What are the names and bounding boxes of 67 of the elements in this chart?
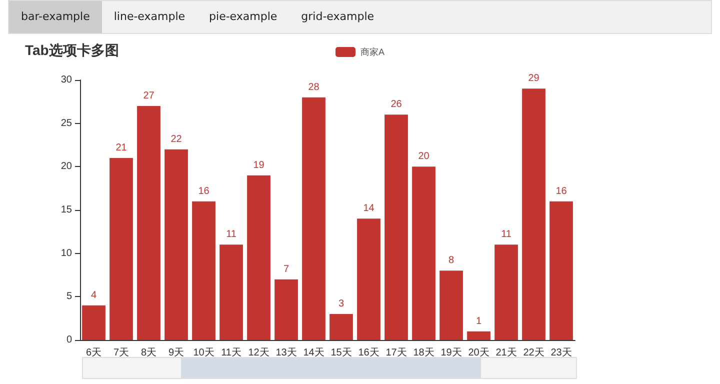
- data-label: 22: [170, 134, 182, 145]
- data-label: 16: [198, 186, 210, 197]
- data-label: 14: [363, 203, 375, 214]
- bar: [110, 158, 133, 340]
- bar: [550, 201, 573, 340]
- y-tick-label: 0: [66, 334, 72, 346]
- text: line-example: [112, 9, 186, 25]
- data-label: 8: [448, 255, 454, 266]
- bar: [467, 331, 490, 340]
- bar: [137, 106, 160, 340]
- bar: [357, 218, 380, 340]
- data-label: 20: [418, 151, 430, 162]
- x-tick-label: 18天: [413, 348, 434, 358]
- data-label: 4: [90, 290, 97, 301]
- legend-label: 商家A: [360, 47, 385, 57]
- bar: [247, 175, 270, 340]
- data-label: 11: [501, 229, 512, 240]
- bar: [522, 88, 546, 340]
- x-tick-label: 11天: [221, 348, 242, 358]
- data-label: 21: [116, 142, 128, 154]
- text: grid-example: [300, 9, 376, 25]
- x-tick-label: 23天: [550, 348, 572, 358]
- bar: [82, 305, 106, 340]
- x-tick-label: 13天: [276, 348, 297, 358]
- y-tick-label: 30: [60, 74, 72, 86]
- x-tick-label: 22天: [523, 348, 544, 358]
- y-tick-label: 20: [60, 161, 72, 172]
- data-label: 16: [556, 186, 568, 197]
- x-tick-label: 7天: [113, 348, 130, 358]
- x-tick-label: 16天: [358, 348, 380, 358]
- x-tick-label: 17天: [386, 348, 407, 358]
- bar: [274, 279, 298, 340]
- y-tick-label: 5: [66, 291, 72, 302]
- x-tick-label: 8天: [140, 348, 157, 358]
- bar: [440, 270, 463, 340]
- bar: [164, 149, 188, 340]
- x-tick-label: 10天: [193, 348, 214, 358]
- data-label: 1: [476, 316, 482, 327]
- bar: [192, 201, 216, 340]
- bar: [302, 97, 326, 340]
- y-tick-label: 25: [60, 118, 72, 129]
- data-label: 3: [338, 298, 344, 310]
- x-tick-label: 9天: [168, 348, 184, 358]
- data-label: 26: [390, 99, 402, 110]
- data-label: 19: [253, 160, 265, 171]
- x-tick-label: 12天: [248, 348, 270, 358]
- data-label: 29: [528, 73, 540, 84]
- bar: [384, 114, 408, 340]
- text: bar-example: [9, 1, 102, 33]
- data-label: 27: [143, 90, 155, 102]
- x-tick-label: 19天: [440, 348, 462, 358]
- bar: [494, 244, 518, 340]
- data-label: 7: [283, 264, 290, 275]
- chart-title: Tab选项卡多图: [25, 42, 119, 58]
- x-tick-label: 15天: [330, 348, 352, 358]
- bar: [220, 244, 243, 340]
- x-tick-label: 20天: [468, 348, 490, 358]
- data-label: 28: [308, 82, 320, 93]
- data-label: 11: [226, 229, 237, 240]
- bar: [412, 166, 436, 340]
- y-tick-label: 15: [60, 204, 72, 216]
- x-tick-label: 21天: [496, 348, 517, 358]
- bar: [330, 314, 353, 340]
- text: pie-example: [208, 9, 278, 25]
- x-tick-label: 14天: [303, 348, 324, 358]
- y-tick-label: 10: [60, 248, 72, 259]
- x-tick-label: 6天: [86, 348, 102, 358]
